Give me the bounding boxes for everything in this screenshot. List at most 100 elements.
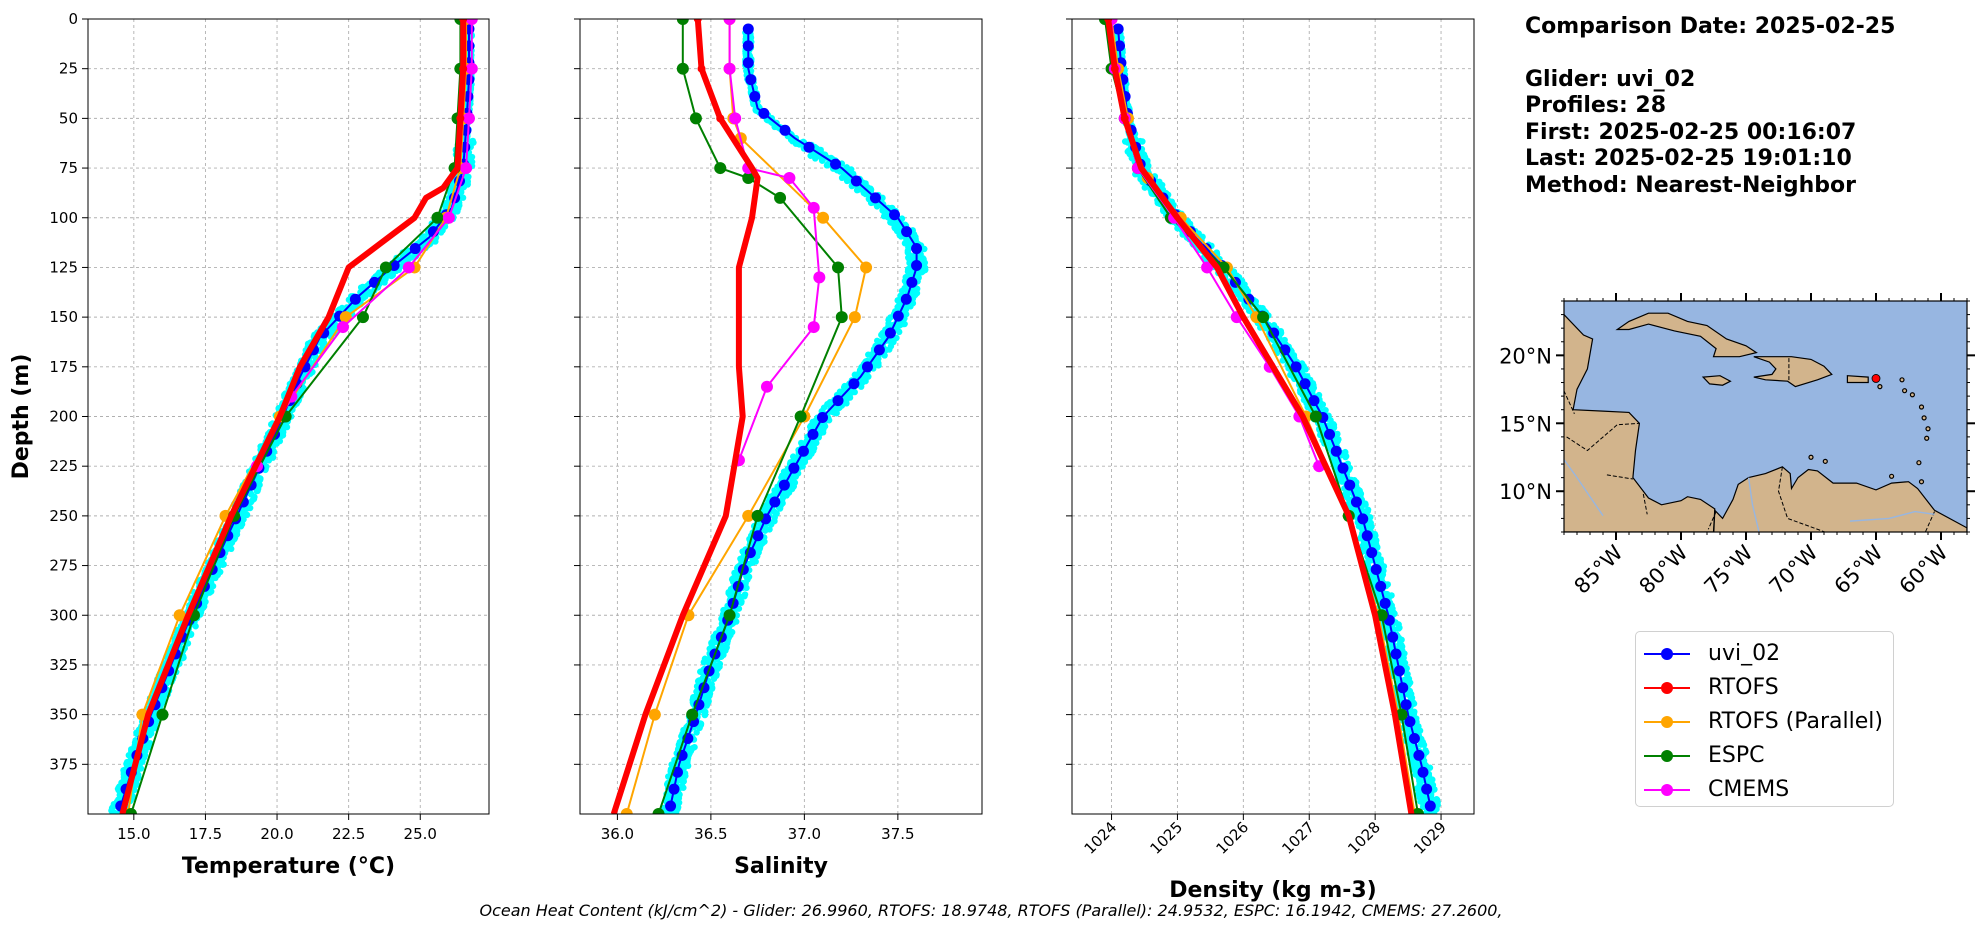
glider-point bbox=[206, 589, 213, 596]
glider-point bbox=[1145, 162, 1152, 169]
glider-point bbox=[812, 417, 819, 424]
x-tick-label: 1028 bbox=[1344, 818, 1384, 858]
series-line-0 bbox=[1117, 28, 1433, 811]
series-point bbox=[676, 19, 689, 25]
series-point bbox=[752, 530, 764, 542]
series-point bbox=[778, 479, 790, 491]
series-point bbox=[848, 378, 860, 390]
glider-point bbox=[237, 523, 245, 530]
series-point bbox=[1424, 800, 1436, 812]
borders bbox=[1564, 358, 1935, 532]
series-point bbox=[742, 23, 754, 35]
island bbox=[1899, 377, 1905, 383]
border bbox=[1707, 511, 1717, 530]
series-point bbox=[817, 211, 830, 224]
series-point bbox=[1337, 462, 1349, 474]
series-point bbox=[723, 19, 736, 25]
series-point bbox=[751, 509, 764, 522]
series-point bbox=[888, 209, 900, 221]
x-tick-label: 25.0 bbox=[404, 825, 437, 843]
plot-area bbox=[610, 19, 929, 814]
glider-point bbox=[818, 157, 826, 164]
glider-point bbox=[708, 639, 715, 647]
series-point bbox=[356, 311, 369, 324]
series-point bbox=[742, 172, 755, 184]
y-tick-label: 200 bbox=[49, 408, 78, 426]
series-point bbox=[1404, 716, 1416, 728]
y-tick-label: 50 bbox=[59, 109, 78, 127]
series-point bbox=[1299, 378, 1311, 390]
glider-point bbox=[1237, 293, 1244, 300]
glider-point bbox=[243, 511, 251, 519]
glider-point bbox=[700, 658, 708, 666]
hispaniola bbox=[1753, 356, 1833, 388]
glider-point bbox=[165, 678, 173, 685]
x-tick-label: 1024 bbox=[1081, 818, 1121, 858]
glider-point bbox=[110, 810, 117, 814]
series-point bbox=[749, 91, 761, 103]
series-point bbox=[1309, 410, 1322, 423]
glider-point bbox=[919, 267, 927, 275]
glider-profiles bbox=[108, 26, 477, 814]
series-point bbox=[459, 64, 468, 73]
series-point bbox=[693, 19, 702, 23]
series-point bbox=[835, 311, 848, 324]
x-tick-label: 1025 bbox=[1147, 818, 1187, 858]
y-tick-label: 325 bbox=[49, 656, 78, 674]
y-tick-label: 250 bbox=[49, 507, 78, 525]
y-tick-label: 150 bbox=[49, 308, 78, 326]
series-point bbox=[1350, 496, 1362, 508]
series-point bbox=[873, 344, 885, 356]
series-point bbox=[832, 261, 845, 274]
series-point bbox=[648, 708, 661, 721]
glider-point bbox=[452, 208, 459, 215]
y-tick-label: 350 bbox=[49, 706, 78, 724]
series-point bbox=[1417, 766, 1429, 778]
series-point bbox=[906, 276, 918, 288]
x-tick-label: 37.0 bbox=[788, 825, 821, 843]
series-point bbox=[783, 172, 796, 184]
border bbox=[1566, 422, 1640, 452]
series-point bbox=[456, 114, 465, 123]
glider-point bbox=[1422, 810, 1430, 814]
glider-point bbox=[789, 453, 797, 460]
series-line-2 bbox=[625, 19, 868, 814]
series-point bbox=[901, 226, 913, 238]
series-point bbox=[671, 766, 683, 778]
glider-point bbox=[1364, 506, 1372, 513]
y-tick-label: 0 bbox=[68, 10, 78, 28]
series-point bbox=[1387, 631, 1399, 643]
border bbox=[1642, 493, 1648, 515]
series-point bbox=[1112, 23, 1124, 35]
series-point bbox=[339, 311, 352, 324]
glider-point bbox=[697, 668, 704, 675]
series-point bbox=[1104, 19, 1113, 23]
series-point bbox=[892, 310, 904, 322]
profile-panel: 0255075100125150175200225250275300325350… bbox=[9, 10, 490, 879]
glider-point bbox=[696, 724, 703, 732]
x-tick-label: 36.0 bbox=[601, 825, 634, 843]
x-axis-label: Temperature (°C) bbox=[182, 854, 395, 879]
island bbox=[1877, 384, 1883, 390]
series-point bbox=[1257, 311, 1270, 324]
y-tick-label: 175 bbox=[49, 358, 78, 376]
glider-location-marker bbox=[1871, 374, 1881, 383]
series-point bbox=[336, 321, 349, 334]
cuba bbox=[1615, 312, 1758, 358]
series-point bbox=[869, 192, 881, 204]
glider-point bbox=[1361, 500, 1369, 507]
series-point bbox=[817, 411, 829, 423]
series-point bbox=[668, 783, 680, 795]
series-point bbox=[911, 259, 923, 271]
series-point bbox=[665, 800, 677, 812]
series-point bbox=[723, 609, 736, 622]
glider-point bbox=[845, 175, 852, 182]
glider-point bbox=[896, 328, 903, 336]
series-point bbox=[848, 311, 861, 324]
series-point bbox=[460, 162, 473, 175]
series-point bbox=[760, 380, 773, 393]
series-point bbox=[1408, 732, 1420, 744]
series-point bbox=[1366, 547, 1378, 559]
series-point bbox=[409, 243, 421, 255]
